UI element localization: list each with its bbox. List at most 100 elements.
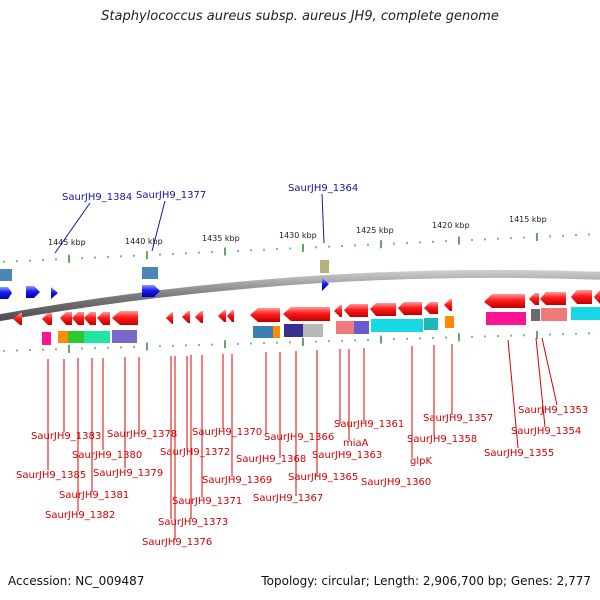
gene-block[interactable]: [142, 267, 158, 279]
annotation-block[interactable]: [531, 309, 540, 321]
reverse-gene-arrow[interactable]: [195, 311, 203, 323]
reverse-gene-arrow[interactable]: [594, 290, 600, 304]
gene-label[interactable]: SaurJH9_1353: [518, 405, 588, 416]
annotation-block[interactable]: [58, 331, 68, 343]
reverse-gene-arrow[interactable]: [42, 313, 52, 325]
gene-label[interactable]: SaurJH9_1377: [136, 190, 206, 201]
map-title: Staphylococcus aureus subsp. aureus JH9,…: [101, 9, 499, 24]
forward-gene-arrow[interactable]: [26, 286, 40, 298]
annotation-block[interactable]: [273, 326, 280, 338]
reverse-gene-arrow[interactable]: [571, 290, 592, 304]
gene-label[interactable]: SaurJH9_1354: [511, 426, 581, 437]
gene-label[interactable]: miaA: [343, 438, 369, 449]
gene-label[interactable]: SaurJH9_1363: [312, 450, 382, 461]
scale-label: 1440 kbp: [125, 237, 163, 246]
annotation-block[interactable]: [424, 318, 438, 330]
inner-scale-ticks: [3, 330, 590, 353]
annotation-block[interactable]: [84, 331, 110, 343]
reverse-gene-arrow[interactable]: [218, 310, 226, 322]
reverse-gene-arrow[interactable]: [424, 302, 438, 314]
gene-label[interactable]: SaurJH9_1371: [172, 496, 242, 507]
accession-label: Accession: NC_009487: [8, 574, 145, 588]
gene-label[interactable]: SaurJH9_1376: [142, 537, 212, 548]
annotation-block[interactable]: [371, 319, 395, 332]
reverse-gene-arrow[interactable]: [484, 294, 525, 308]
reverse-strand-genes: [13, 290, 600, 345]
annotation-block[interactable]: [486, 312, 526, 325]
forward-gene-arrow[interactable]: [142, 285, 160, 297]
reverse-gene-arrow[interactable]: [182, 311, 190, 323]
reverse-gene-arrow[interactable]: [13, 313, 22, 325]
reverse-gene-arrow[interactable]: [60, 312, 72, 325]
forward-gene-arrow[interactable]: [322, 278, 329, 291]
forward-gene-arrow[interactable]: [0, 287, 12, 299]
reverse-gene-arrow[interactable]: [540, 292, 566, 305]
scale-label: 1425 kbp: [356, 226, 394, 235]
gene-label[interactable]: SaurJH9_1364: [288, 183, 358, 194]
scale-label: 1435 kbp: [202, 234, 240, 243]
gene-label[interactable]: SaurJH9_1381: [59, 490, 129, 501]
annotation-block[interactable]: [42, 332, 51, 345]
annotation-block[interactable]: [68, 331, 84, 343]
reverse-gene-arrow[interactable]: [370, 303, 396, 316]
gene-block[interactable]: [0, 269, 12, 281]
reverse-gene-arrow[interactable]: [97, 312, 110, 325]
gene-label[interactable]: SaurJH9_1370: [192, 427, 262, 438]
forward-gene-arrow[interactable]: [51, 287, 58, 299]
annotation-block[interactable]: [253, 326, 273, 338]
gene-label[interactable]: SaurJH9_1383: [31, 431, 101, 442]
gene-label[interactable]: glpK: [410, 456, 432, 467]
reverse-gene-arrow[interactable]: [166, 312, 173, 324]
gene-label[interactable]: SaurJH9_1369: [202, 475, 272, 486]
gene-label[interactable]: SaurJH9_1365: [288, 472, 358, 483]
gene-label[interactable]: SaurJH9_1373: [158, 517, 228, 528]
annotation-block[interactable]: [336, 321, 354, 334]
annotation-block[interactable]: [354, 321, 369, 334]
gene-label[interactable]: SaurJH9_1385: [16, 470, 86, 481]
annotation-block[interactable]: [395, 319, 423, 332]
annotation-block[interactable]: [284, 324, 303, 337]
gene-label[interactable]: SaurJH9_1379: [93, 468, 163, 479]
annotation-block[interactable]: [112, 330, 137, 343]
gene-label[interactable]: SaurJH9_1378: [107, 429, 177, 440]
gene-label[interactable]: SaurJH9_1355: [484, 448, 554, 459]
gene-label[interactable]: SaurJH9_1380: [72, 450, 142, 461]
gene-label[interactable]: SaurJH9_1382: [45, 510, 115, 521]
reverse-gene-arrow[interactable]: [227, 310, 234, 322]
gene-label[interactable]: SaurJH9_1368: [236, 454, 306, 465]
gene-label[interactable]: SaurJH9_1384: [62, 192, 132, 203]
gene-label[interactable]: SaurJH9_1372: [160, 447, 230, 458]
annotation-block[interactable]: [571, 307, 600, 320]
reverse-gene-arrow[interactable]: [344, 304, 368, 317]
reverse-gene-arrow[interactable]: [283, 307, 330, 321]
gene-label[interactable]: SaurJH9_1366: [264, 432, 334, 443]
gene-label[interactable]: SaurJH9_1360: [361, 477, 431, 488]
reverse-gene-arrow[interactable]: [84, 312, 96, 325]
reverse-gene-arrow[interactable]: [72, 312, 84, 325]
annotation-block[interactable]: [445, 316, 454, 328]
annotation-block[interactable]: [541, 308, 567, 321]
annotation-block[interactable]: [303, 324, 323, 337]
gene-label[interactable]: SaurJH9_1358: [407, 434, 477, 445]
gene-label[interactable]: SaurJH9_1357: [423, 413, 493, 424]
top-gene-labels: SaurJH9_1384 SaurJH9_1377 SaurJH9_1364: [62, 183, 358, 203]
reverse-gene-arrow[interactable]: [398, 302, 422, 315]
outer-scale-ticks: [3, 232, 590, 263]
reverse-gene-arrow[interactable]: [444, 299, 452, 311]
bottom-leader-lines: [47, 337, 558, 540]
scale-label: 1445 kbp: [48, 238, 86, 247]
gene-label[interactable]: SaurJH9_1367: [253, 493, 323, 504]
top-leader-lines: [54, 193, 325, 254]
gene-block[interactable]: [320, 260, 329, 273]
bottom-gene-labels: SaurJH9_1383 SaurJH9_1385 SaurJH9_1380 S…: [16, 405, 588, 548]
genome-summary: Topology: circular; Length: 2,906,700 bp…: [261, 574, 591, 588]
reverse-gene-arrow[interactable]: [250, 308, 280, 322]
gene-label[interactable]: SaurJH9_1361: [334, 419, 404, 430]
reverse-gene-arrow[interactable]: [334, 305, 342, 317]
reverse-gene-arrow[interactable]: [529, 293, 539, 305]
genome-backbone: [0, 269, 600, 322]
reverse-gene-arrow[interactable]: [112, 311, 138, 325]
scale-label: 1415 kbp: [509, 215, 547, 224]
scale-label: 1430 kbp: [279, 231, 317, 240]
scale-labels: 1445 kbp 1440 kbp 1435 kbp 1430 kbp 1425…: [48, 215, 547, 247]
